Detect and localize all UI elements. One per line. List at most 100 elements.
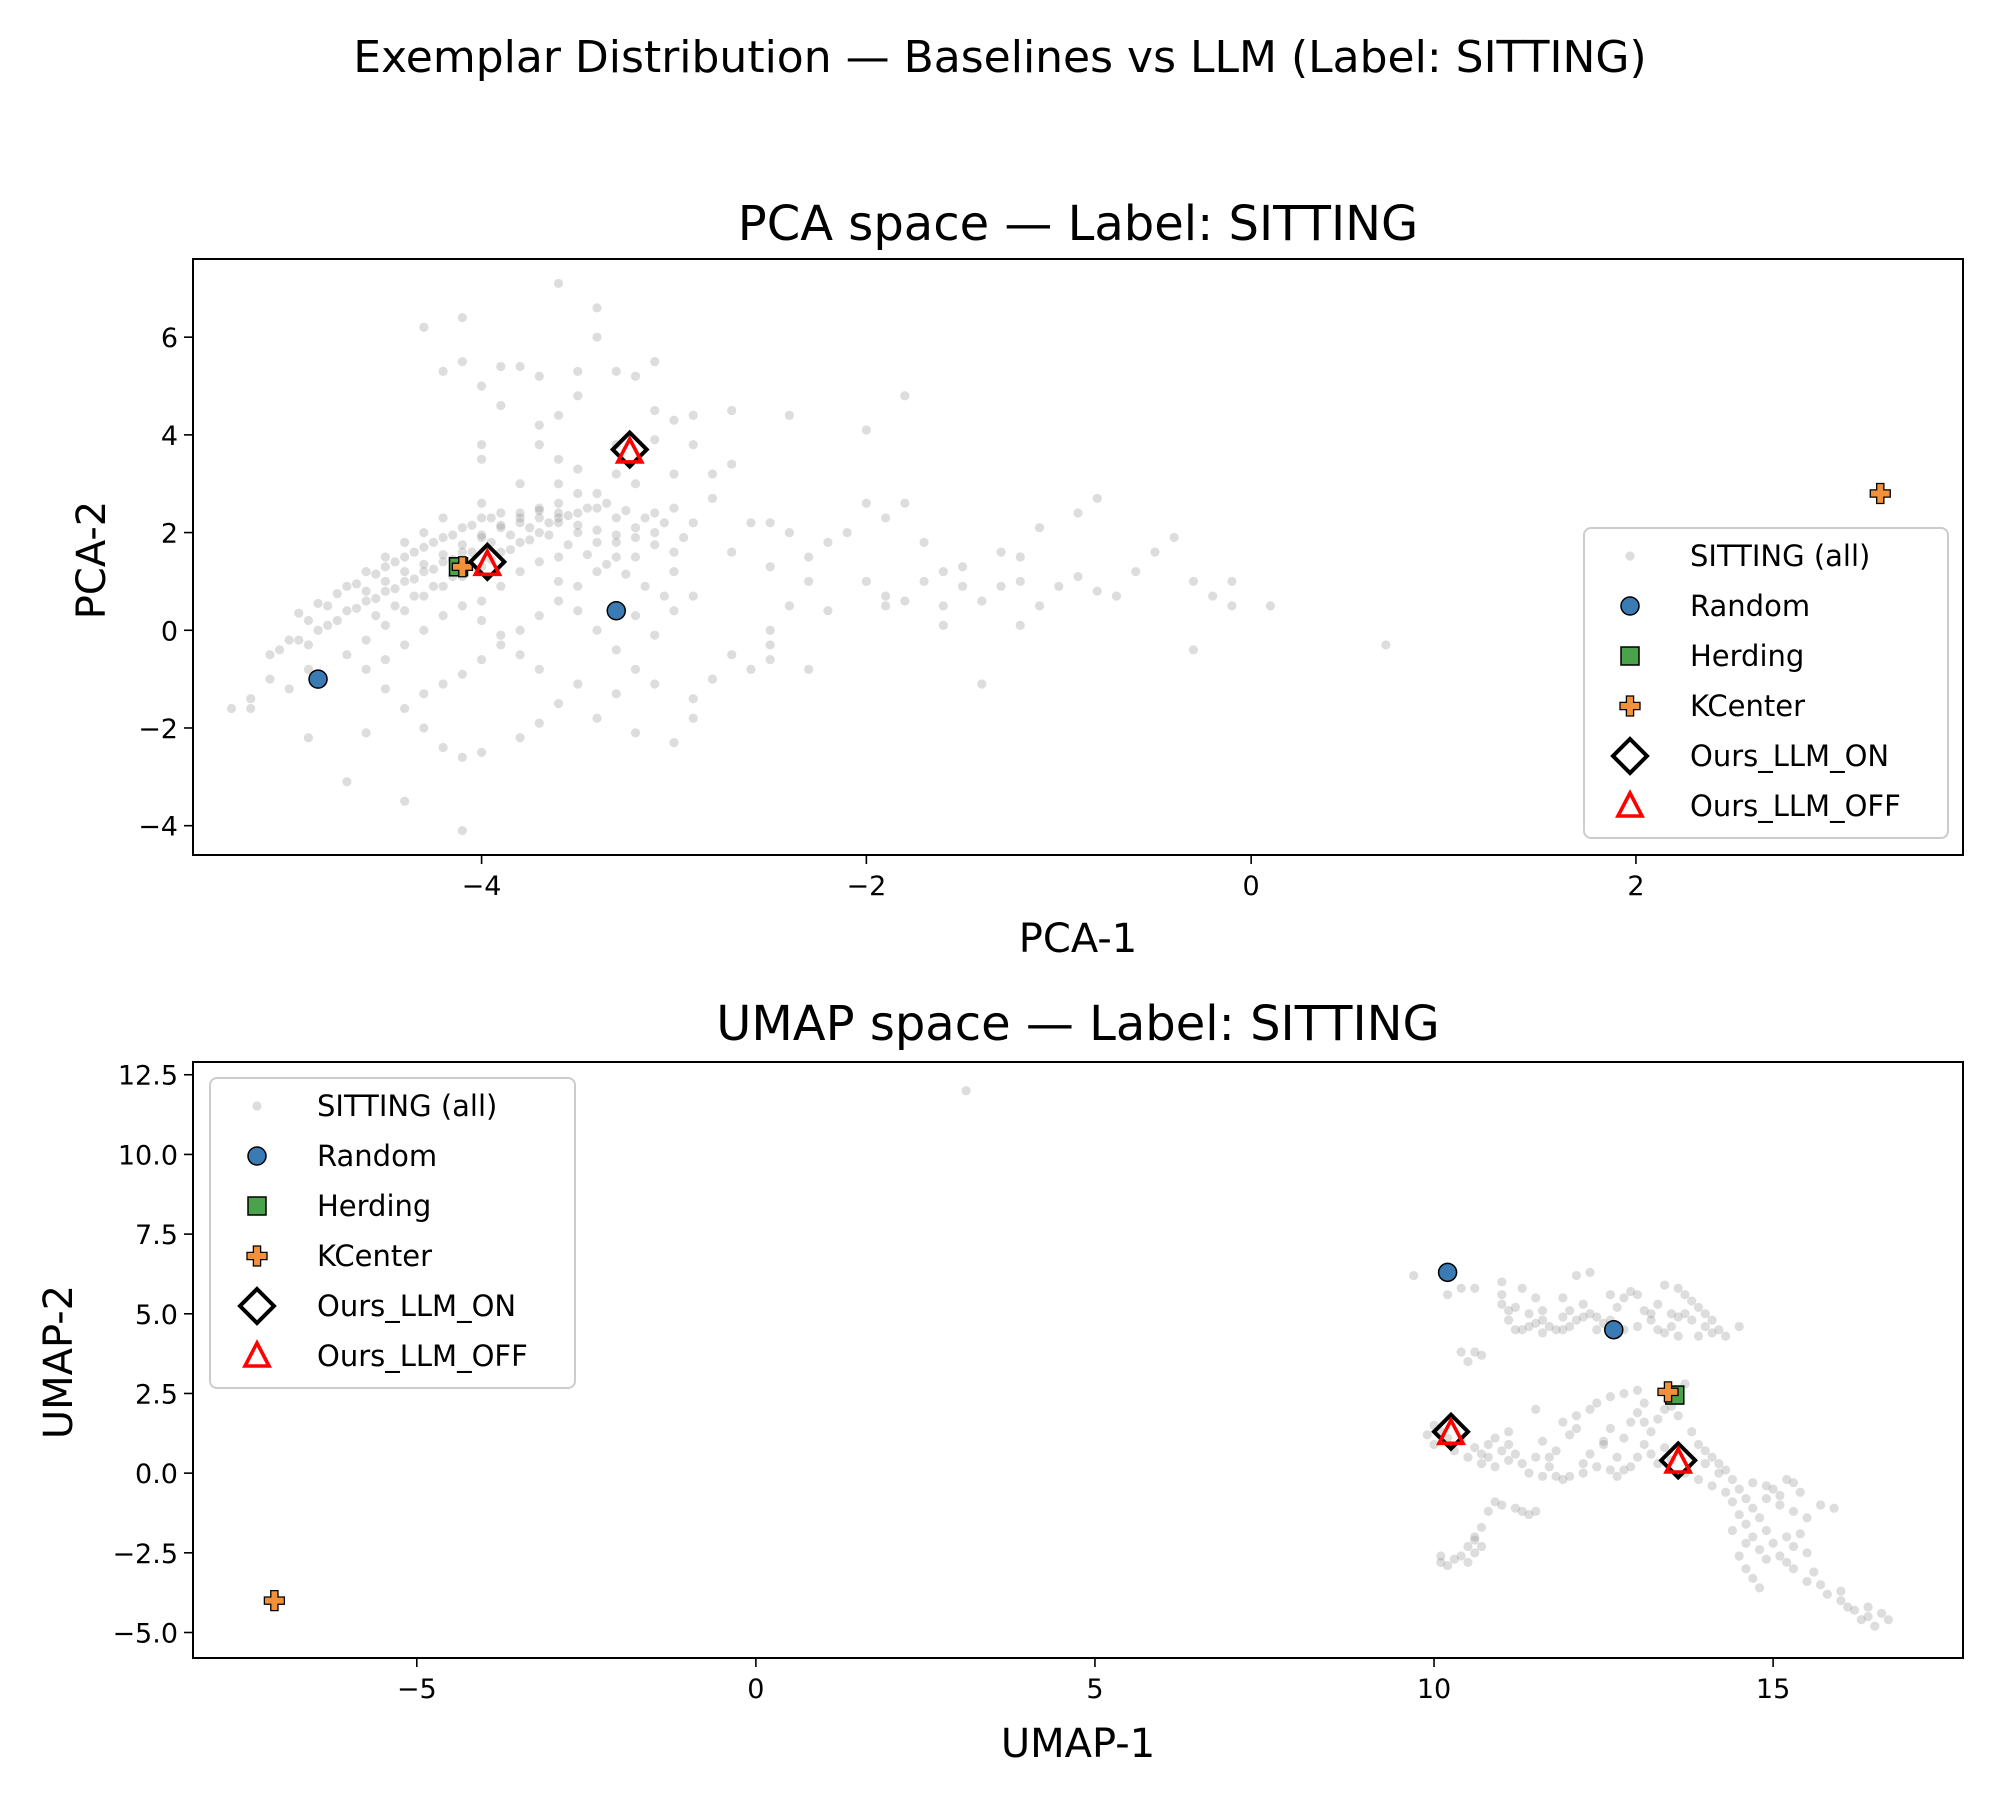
umap-point-sitting-all [1531, 1318, 1541, 1328]
pca-point-sitting-all [515, 625, 525, 635]
pca-point-sitting-all [457, 313, 467, 323]
umap-point-sitting-all [1626, 1462, 1636, 1472]
umap-point-sitting-all [1578, 1468, 1588, 1478]
umap-point-sitting-all [1666, 1309, 1676, 1319]
umap-point-sitting-all [1856, 1615, 1866, 1625]
umap-point-sitting-all [1409, 1270, 1419, 1281]
pca-point-sitting-all [1015, 576, 1025, 587]
pca-points [226, 278, 1891, 836]
pca-point-sitting-all [438, 532, 448, 543]
umap-point-sitting-all [1531, 1452, 1541, 1462]
pca-point-sitting-all [621, 505, 631, 516]
pca-point-sitting-all [823, 537, 833, 547]
umap-point-sitting-all [1476, 1449, 1487, 1459]
umap-legend-marker-ours-llm-off [242, 1339, 272, 1368]
umap-point-sitting-all [1721, 1465, 1731, 1475]
umap-point-sitting-all [1571, 1411, 1582, 1421]
pca-point-sitting-all [650, 679, 660, 689]
pca-point-sitting-all [553, 513, 564, 523]
umap-point-sitting-all [1734, 1321, 1744, 1332]
umap-point-sitting-all [1592, 1312, 1602, 1322]
pca-point-sitting-all [765, 562, 775, 572]
umap-point-sitting-all [1463, 1452, 1473, 1462]
umap-point-sitting-all [1585, 1267, 1595, 1277]
pca-point-sitting-all [1381, 640, 1391, 650]
pca-point-sitting-all [332, 615, 342, 626]
pca-point-sitting-all [380, 576, 390, 587]
pca-point-sitting-all [448, 530, 458, 540]
umap-point-sitting-all [1605, 1465, 1615, 1475]
pca-point-sitting-all [380, 552, 390, 562]
umap-point-sitting-all [1660, 1280, 1670, 1290]
pca-point-sitting-all [265, 650, 275, 660]
umap-point-sitting-all [1639, 1305, 1649, 1316]
umap-point-sitting-all [1612, 1452, 1622, 1462]
pca-point-sitting-all [900, 391, 910, 401]
pca-point-sitting-all [1265, 601, 1275, 611]
pca-point-sitting-all [313, 598, 323, 609]
pca-point-sitting-all [1131, 567, 1141, 577]
umap-point-sitting-all [1551, 1471, 1561, 1481]
pca-legend-label-random: Random [1690, 589, 1810, 623]
umap-point-sitting-all [1761, 1481, 1771, 1491]
pca-point-sitting-all [428, 581, 439, 591]
umap-point-sitting-all [1592, 1398, 1602, 1408]
umap-point-sitting-all [1565, 1471, 1575, 1481]
umap-point-sitting-all [1442, 1560, 1453, 1571]
pca-point-sitting-all [525, 523, 535, 533]
pca-point-sitting-all [977, 679, 987, 689]
pca-point-sitting-all [563, 540, 573, 550]
pca-point-sitting-all [400, 703, 410, 714]
umap-point-sitting-all [1544, 1452, 1554, 1462]
umap-point-sitting-all [1666, 1321, 1676, 1332]
umap-y-tick-label: 2.5 [135, 1379, 178, 1410]
umap-point-sitting-all [1558, 1312, 1568, 1322]
pca-point-sitting-all [1188, 576, 1199, 587]
umap-point-sitting-all [1565, 1305, 1575, 1316]
pca-point-sitting-all [457, 752, 467, 762]
pca-point-sitting-all [265, 674, 275, 684]
pca-point-sitting-all [784, 601, 795, 611]
pca-point-sitting-all [534, 371, 544, 381]
pca-point-sitting-all [1227, 601, 1237, 611]
umap-point-sitting-all [1558, 1474, 1568, 1485]
pca-point-sitting-all [592, 567, 602, 577]
pca-point-sitting-all [630, 523, 641, 533]
pca-point-sitting-all [688, 440, 698, 450]
pca-point-sitting-all [1227, 576, 1237, 587]
umap-point-sitting-all [961, 1086, 971, 1096]
pca-point-sitting-all [476, 513, 487, 523]
pca-point-sitting-all [553, 278, 564, 289]
umap-point-sitting-all [1822, 1589, 1832, 1599]
pca-point-sitting-all [419, 723, 429, 733]
pca-point-sitting-all [400, 567, 410, 577]
pca-point-sitting-all [804, 576, 814, 587]
umap-point-sitting-all [1660, 1404, 1670, 1415]
pca-point-sitting-all [226, 703, 237, 714]
pca-point-sitting-all [611, 645, 621, 655]
umap-point-sitting-all [1476, 1522, 1487, 1532]
pca-point-sitting-all [784, 527, 795, 538]
umap-point-sitting-all [1483, 1452, 1493, 1462]
pca-point-sitting-all [1015, 552, 1025, 562]
pca-point-sitting-all [765, 625, 775, 635]
pca-panel: PCA space — Label: SITTING PCA-1 PCA-2 −… [69, 196, 1964, 962]
umap-point-sitting-all [1707, 1481, 1717, 1491]
pca-point-sitting-all [957, 581, 968, 591]
pca-point-sitting-all [861, 425, 871, 435]
umap-point-sitting-all [1517, 1283, 1527, 1293]
pca-point-sitting-all [881, 601, 891, 611]
pca-point-sitting-all [746, 518, 756, 528]
pca-point-sitting-all [486, 513, 496, 523]
pca-point-sitting-all [515, 518, 525, 528]
pca-point-sitting-all [496, 400, 506, 411]
pca-x-tick-label: −4 [462, 871, 502, 902]
pca-point-sitting-all [496, 523, 506, 533]
pca-point-sitting-all [457, 547, 467, 557]
pca-legend-label-sitting: SITTING (all) [1690, 539, 1870, 573]
pca-point-sitting-all [573, 527, 583, 538]
umap-point-sitting-all [1829, 1503, 1839, 1513]
umap-point-sitting-all [1531, 1506, 1541, 1516]
umap-point-sitting-all [1700, 1458, 1710, 1469]
pca-point-sitting-all [592, 503, 602, 513]
